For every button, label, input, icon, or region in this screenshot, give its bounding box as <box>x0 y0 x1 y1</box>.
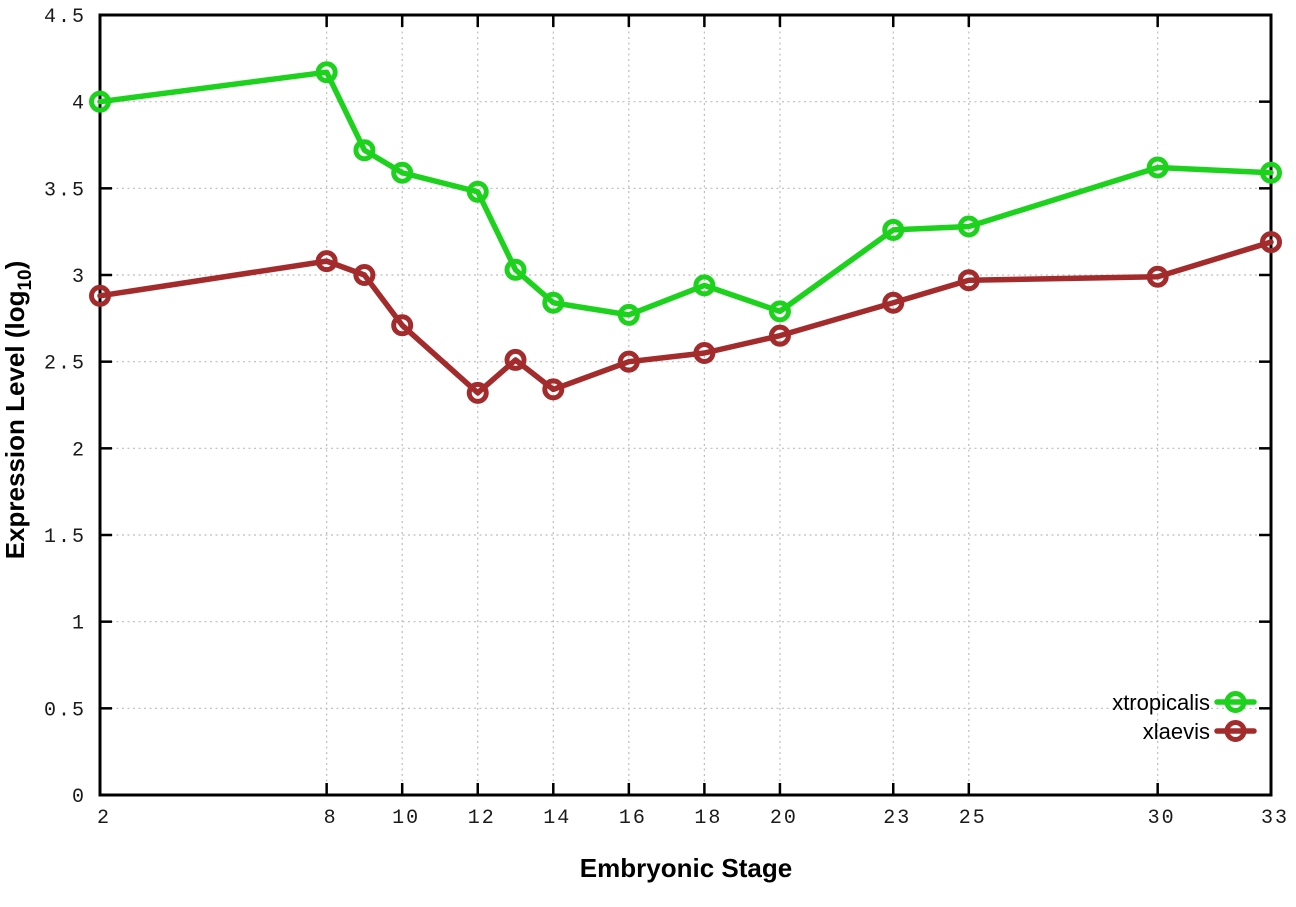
series-xlaevis <box>89 231 1282 404</box>
y-tick-label-2: 2 <box>72 439 86 462</box>
legend: xtropicalis xlaevis <box>1112 690 1257 744</box>
legend-label-xlaevis: xlaevis <box>1143 719 1210 744</box>
series-xtropicalis-point-stage-10 <box>391 161 414 184</box>
x-tick-label-8: 8 <box>324 807 338 830</box>
x-tick-label-10: 10 <box>392 807 420 830</box>
series-xlaevis-point-stage-9 <box>353 264 376 286</box>
y-tick-label-1: 1 <box>72 613 86 636</box>
y-tick-label-4.5: 4.5 <box>44 6 86 29</box>
series-xtropicalis-point-stage-30 <box>1146 156 1169 179</box>
series-xlaevis-point-stage-25 <box>957 269 980 292</box>
series-xtropicalis-point-stage-14 <box>542 291 565 314</box>
y-tick-label-3: 3 <box>72 266 86 289</box>
y-tick-label-0.5: 0.5 <box>44 699 86 722</box>
y-tick-label-1.5: 1.5 <box>44 526 86 549</box>
series-xlaevis-point-stage-18 <box>693 342 716 364</box>
legend-sample-xlaevis-marker <box>1224 720 1247 742</box>
series-xlaevis-point-stage-8 <box>315 250 338 273</box>
x-tick-label-18: 18 <box>694 807 722 830</box>
series-xtropicalis-point-stage-18 <box>693 274 716 297</box>
series-xtropicalis-point-stage-33 <box>1260 161 1282 184</box>
x-tick-label-14: 14 <box>543 807 571 830</box>
series-xtropicalis-point-stage-13 <box>504 258 527 281</box>
series-xlaevis-point-stage-13 <box>504 348 527 371</box>
series-xtropicalis-point-stage-8 <box>315 61 338 84</box>
y-tick-label-3.5: 3.5 <box>44 179 86 202</box>
y-axis-title-suffix: ) <box>0 261 30 270</box>
series-xlaevis-point-stage-33 <box>1260 231 1282 254</box>
series-xlaevis-point-stage-23 <box>882 291 905 314</box>
x-tick-label-16: 16 <box>619 807 647 830</box>
plot-border <box>98 13 1273 797</box>
series-xlaevis-point-stage-16 <box>617 350 640 373</box>
x-tick-label-25: 25 <box>959 807 987 830</box>
series-xtropicalis-point-stage-23 <box>882 218 905 241</box>
series-xlaevis-point-stage-10 <box>391 314 414 337</box>
y-tick-label-2.5: 2.5 <box>44 353 86 376</box>
axis-ticks <box>98 13 1273 797</box>
legend-sample-xlaevis <box>1214 720 1257 742</box>
series-xtropicalis-point-stage-2 <box>89 90 111 113</box>
series-xtropicalis <box>89 61 1282 326</box>
legend-label-xtropicalis: xtropicalis <box>1112 690 1210 715</box>
x-tick-label-30: 30 <box>1148 807 1176 830</box>
y-axis-title-text: Expression Level (log <box>0 291 30 560</box>
series-xlaevis-point-stage-20 <box>768 324 791 347</box>
y-tick-label-4: 4 <box>72 93 86 116</box>
series-xlaevis-point-stage-12 <box>466 381 489 404</box>
x-tick-label-23: 23 <box>883 807 911 830</box>
x-axis-title: Embryonic Stage <box>580 853 792 883</box>
series-xlaevis-point-stage-14 <box>542 378 565 401</box>
x-tick-label-12: 12 <box>468 807 496 830</box>
legend-marker-samples <box>1214 691 1257 742</box>
legend-sample-xtropicalis <box>1214 691 1257 713</box>
x-tick-label-33: 33 <box>1261 807 1289 830</box>
y-axis-title: Expression Level (log10) <box>0 261 36 560</box>
series-xtropicalis-point-stage-12 <box>466 180 489 203</box>
x-tick-label-20: 20 <box>770 807 798 830</box>
series-xtropicalis-point-stage-16 <box>617 303 640 326</box>
tick-labels: 2 8 10 12 14 16 18 20 23 25 30 33 0 0.5 1 1.5 2 2.5 3 3.5 4 4… <box>44 6 1289 830</box>
data-series <box>89 61 1282 404</box>
series-xtropicalis-point-stage-20 <box>768 300 791 323</box>
x-tick-label-2: 2 <box>97 807 111 830</box>
y-tick-label-0: 0 <box>72 786 86 809</box>
series-xlaevis-line <box>97 239 1274 396</box>
series-xtropicalis-point-stage-9 <box>353 139 376 162</box>
y-axis-title-subscript: 10 <box>15 269 36 290</box>
series-xlaevis-point-stage-30 <box>1146 265 1169 288</box>
series-xtropicalis-point-stage-25 <box>957 215 980 238</box>
series-xlaevis-point-stage-2 <box>89 284 111 307</box>
gridlines <box>100 15 1271 795</box>
legend-sample-xtropicalis-marker <box>1224 691 1247 713</box>
